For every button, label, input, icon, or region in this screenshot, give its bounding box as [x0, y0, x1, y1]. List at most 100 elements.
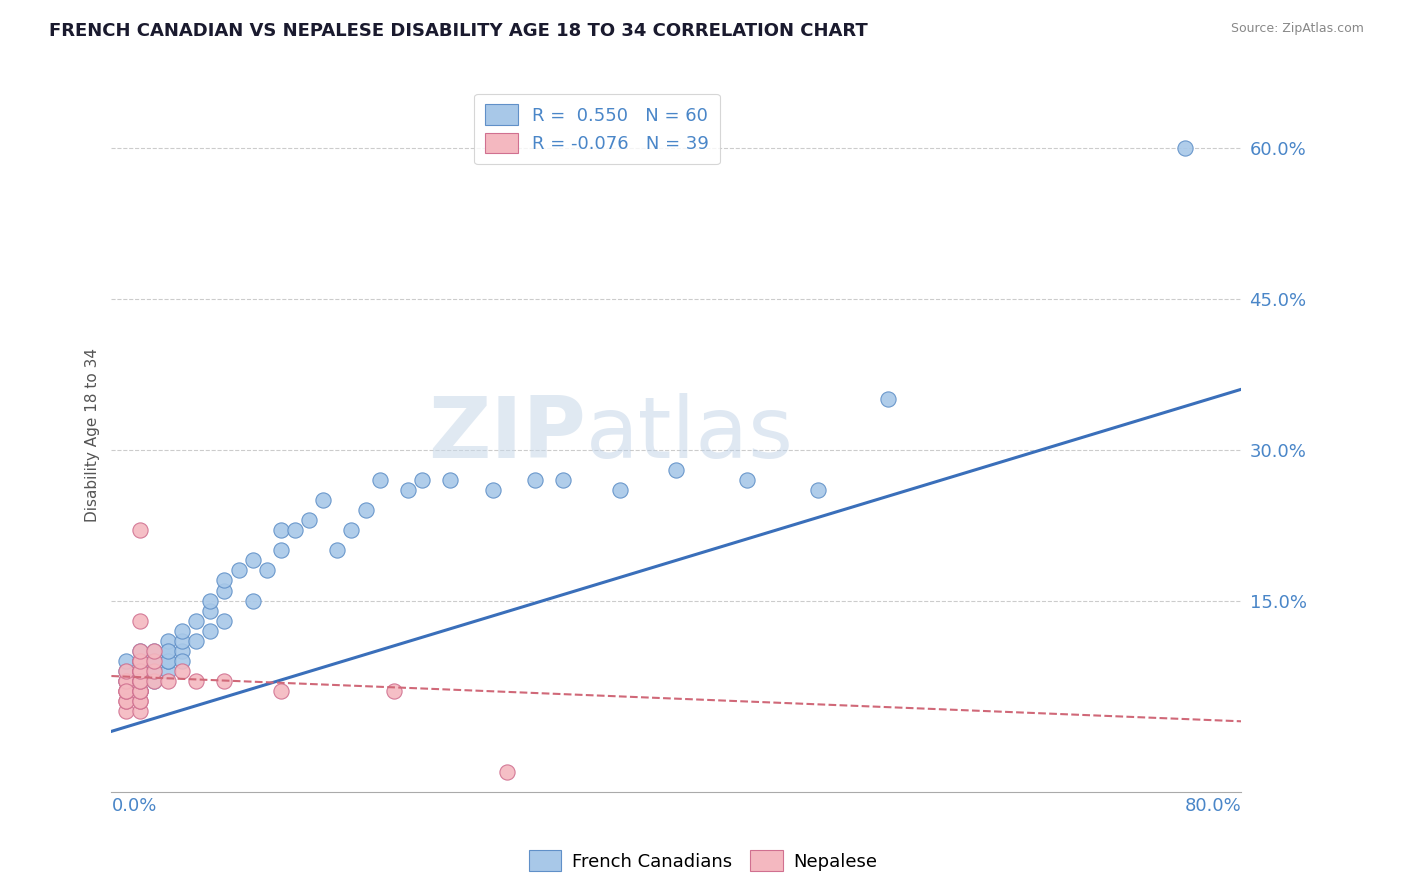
Point: [128, 664, 150, 678]
Point: [170, 644, 193, 658]
Point: [284, 523, 307, 537]
Point: [128, 614, 150, 628]
Point: [214, 674, 236, 689]
Point: [142, 664, 165, 678]
Point: [128, 674, 150, 689]
Point: [326, 543, 349, 558]
Point: [481, 483, 503, 497]
Point: [609, 483, 631, 497]
Point: [114, 654, 136, 668]
Point: [270, 684, 292, 698]
Point: [128, 664, 150, 678]
Point: [114, 684, 136, 698]
Point: [806, 483, 828, 497]
Point: [186, 614, 208, 628]
Text: 80.0%: 80.0%: [1184, 797, 1241, 814]
Point: [114, 684, 136, 698]
Point: [114, 674, 136, 689]
Point: [156, 674, 179, 689]
Point: [665, 463, 688, 477]
Point: [128, 674, 150, 689]
Point: [214, 614, 236, 628]
Point: [186, 674, 208, 689]
Point: [877, 392, 900, 407]
Point: [128, 674, 150, 689]
Point: [114, 674, 136, 689]
Point: [156, 654, 179, 668]
Point: [170, 664, 193, 678]
Point: [1174, 141, 1197, 155]
Point: [128, 644, 150, 658]
Point: [128, 654, 150, 668]
Point: [214, 574, 236, 588]
Point: [524, 473, 547, 487]
Point: [156, 633, 179, 648]
Point: [142, 654, 165, 668]
Point: [114, 694, 136, 708]
Point: [411, 473, 433, 487]
Point: [382, 684, 405, 698]
Point: [142, 644, 165, 658]
Text: FRENCH CANADIAN VS NEPALESE DISABILITY AGE 18 TO 34 CORRELATION CHART: FRENCH CANADIAN VS NEPALESE DISABILITY A…: [49, 22, 868, 40]
Point: [142, 654, 165, 668]
Point: [128, 654, 150, 668]
Point: [128, 684, 150, 698]
Point: [228, 563, 250, 577]
Point: [128, 674, 150, 689]
Point: [735, 473, 758, 487]
Point: [114, 704, 136, 718]
Point: [156, 664, 179, 678]
Point: [114, 684, 136, 698]
Point: [553, 473, 575, 487]
Point: [128, 684, 150, 698]
Text: 0.0%: 0.0%: [111, 797, 157, 814]
Y-axis label: Disability Age 18 to 34: Disability Age 18 to 34: [86, 348, 100, 522]
Point: [142, 664, 165, 678]
Point: [200, 604, 222, 618]
Point: [142, 654, 165, 668]
Point: [439, 473, 461, 487]
Text: ZIP: ZIP: [429, 393, 586, 476]
Point: [128, 664, 150, 678]
Point: [128, 664, 150, 678]
Point: [170, 633, 193, 648]
Point: [128, 664, 150, 678]
Text: atlas: atlas: [586, 393, 794, 476]
Point: [200, 593, 222, 607]
Point: [270, 523, 292, 537]
Point: [128, 654, 150, 668]
Point: [128, 664, 150, 678]
Point: [128, 694, 150, 708]
Point: [495, 764, 517, 779]
Point: [340, 523, 363, 537]
Legend: R =  0.550   N = 60, R = -0.076   N = 39: R = 0.550 N = 60, R = -0.076 N = 39: [474, 94, 720, 164]
Point: [270, 543, 292, 558]
Point: [170, 624, 193, 638]
Point: [298, 513, 321, 527]
Point: [128, 674, 150, 689]
Point: [156, 644, 179, 658]
Point: [156, 644, 179, 658]
Point: [114, 664, 136, 678]
Point: [128, 704, 150, 718]
Point: [128, 674, 150, 689]
Point: [128, 523, 150, 537]
Point: [186, 633, 208, 648]
Point: [128, 654, 150, 668]
Point: [142, 644, 165, 658]
Point: [128, 694, 150, 708]
Point: [128, 644, 150, 658]
Point: [142, 674, 165, 689]
Point: [256, 563, 278, 577]
Point: [396, 483, 419, 497]
Point: [142, 674, 165, 689]
Point: [142, 664, 165, 678]
Point: [312, 493, 335, 508]
Point: [214, 583, 236, 598]
Point: [128, 684, 150, 698]
Point: [114, 674, 136, 689]
Point: [156, 654, 179, 668]
Point: [114, 664, 136, 678]
Point: [368, 473, 391, 487]
Point: [242, 553, 264, 567]
